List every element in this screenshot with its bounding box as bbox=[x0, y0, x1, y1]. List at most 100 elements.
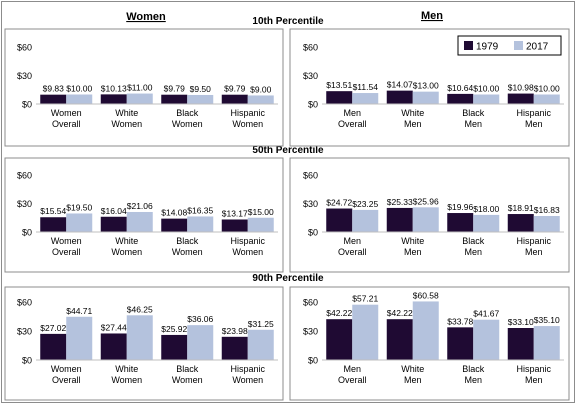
category-label: Hispanic Women bbox=[230, 108, 265, 129]
bar-1979-0 bbox=[40, 94, 67, 104]
data-label: $14.07 bbox=[387, 80, 413, 90]
data-label: $42.22 bbox=[326, 308, 352, 318]
category-label: Hispanic Men bbox=[516, 108, 551, 129]
category-label: White Women bbox=[111, 364, 142, 385]
data-label: $36.06 bbox=[187, 314, 213, 324]
category-label: Women Overall bbox=[51, 108, 82, 129]
bar-1979-3 bbox=[507, 93, 534, 104]
y-tick-label: $30 bbox=[303, 199, 318, 209]
y-tick-label: $30 bbox=[303, 71, 318, 81]
bar-1979-2 bbox=[447, 327, 474, 360]
data-label: $18.00 bbox=[473, 204, 499, 214]
legend-label-1979: 1979 bbox=[476, 42, 499, 53]
bar-1979-2 bbox=[161, 218, 188, 232]
data-label: $57.21 bbox=[352, 294, 378, 304]
data-label: $10.64 bbox=[447, 83, 473, 93]
data-label: $9.50 bbox=[190, 84, 212, 94]
data-label: $19.50 bbox=[66, 202, 92, 212]
data-label: $60.58 bbox=[413, 290, 439, 300]
bar-2017-3 bbox=[533, 216, 560, 232]
data-label: $18.91 bbox=[508, 203, 534, 213]
data-label: $10.13 bbox=[101, 83, 127, 93]
bar-2017-1 bbox=[126, 211, 153, 232]
y-tick-label: $60 bbox=[17, 298, 32, 308]
category-label: Black Women bbox=[172, 236, 203, 257]
bar-2017-2 bbox=[187, 94, 214, 104]
y-tick-label: $30 bbox=[303, 327, 318, 337]
data-label: $15.00 bbox=[248, 207, 274, 217]
category-label: White Men bbox=[401, 364, 424, 385]
data-label: $13.17 bbox=[222, 208, 248, 218]
bar-2017-2 bbox=[473, 214, 500, 232]
data-label: $42.22 bbox=[387, 308, 413, 318]
data-label: $13.51 bbox=[326, 80, 352, 90]
bar-2017-0 bbox=[352, 304, 379, 360]
data-label: $25.96 bbox=[413, 196, 439, 206]
bar-1979-0 bbox=[326, 208, 353, 232]
data-label: $33.10 bbox=[508, 317, 534, 327]
percentile-90-header: 90th Percentile bbox=[252, 273, 324, 284]
data-label: $13.00 bbox=[413, 81, 439, 91]
category-label: White Men bbox=[401, 236, 424, 257]
data-label: $23.25 bbox=[352, 199, 378, 209]
bar-1979-2 bbox=[161, 334, 188, 360]
panel-10th-women: $60 $30 $0 $9.83 $10.13 $9.79 $9.79 $10.00 $11.0… bbox=[4, 28, 284, 147]
bar-2017-0 bbox=[66, 316, 93, 360]
data-label: $11.00 bbox=[127, 83, 153, 93]
data-label: $24.72 bbox=[326, 198, 352, 208]
category-label: Women Overall bbox=[51, 364, 82, 385]
bar-2017-3 bbox=[247, 329, 274, 360]
bar-2017-3 bbox=[533, 94, 560, 104]
bar-2017-1 bbox=[412, 91, 439, 104]
women-column-header: Women bbox=[126, 11, 166, 23]
data-label: $41.67 bbox=[473, 309, 499, 319]
data-label: $16.04 bbox=[101, 206, 127, 216]
data-label: $21.06 bbox=[127, 201, 153, 211]
category-label: Men Overall bbox=[338, 364, 367, 385]
y-tick-label: $0 bbox=[308, 356, 318, 366]
category-label: Hispanic Men bbox=[516, 236, 551, 257]
bar-1979-0 bbox=[40, 333, 67, 360]
percentile-10-header: 10th Percentile bbox=[252, 16, 324, 27]
data-label: $9.79 bbox=[224, 84, 246, 94]
data-label: $15.54 bbox=[40, 206, 66, 216]
bar-2017-3 bbox=[247, 217, 274, 232]
bar-2017-1 bbox=[126, 315, 153, 360]
percentile-50-header: 50th Percentile bbox=[252, 145, 324, 156]
category-label: Black Women bbox=[172, 364, 203, 385]
category-label: White Women bbox=[111, 236, 142, 257]
y-tick-label: $60 bbox=[303, 43, 318, 53]
bar-1979-0 bbox=[326, 91, 353, 104]
y-tick-label: $60 bbox=[17, 171, 32, 181]
legend-label-2017: 2017 bbox=[526, 42, 549, 53]
bar-1979-1 bbox=[386, 90, 413, 104]
y-tick-label: $60 bbox=[17, 43, 32, 53]
bar-1979-1 bbox=[100, 216, 127, 232]
bar-1979-0 bbox=[326, 319, 353, 360]
bar-2017-2 bbox=[187, 325, 214, 360]
category-label: Women Overall bbox=[51, 236, 82, 257]
bar-1979-1 bbox=[100, 94, 127, 104]
y-tick-label: $0 bbox=[22, 356, 32, 366]
category-label: Black Men bbox=[462, 236, 485, 257]
bar-1979-3 bbox=[221, 94, 248, 104]
data-label: $27.02 bbox=[40, 323, 66, 333]
bar-2017-1 bbox=[126, 93, 153, 104]
data-label: $33.78 bbox=[447, 316, 473, 326]
bar-2017-0 bbox=[66, 94, 93, 104]
category-label: Men Overall bbox=[338, 236, 367, 257]
legend-box bbox=[457, 35, 562, 56]
bar-1979-3 bbox=[507, 214, 534, 232]
category-label: Hispanic Women bbox=[230, 364, 265, 385]
legend-swatch-2017 bbox=[514, 41, 523, 50]
data-label: $35.10 bbox=[534, 315, 560, 325]
y-tick-label: $30 bbox=[17, 71, 32, 81]
category-label: Men Overall bbox=[338, 108, 367, 129]
bar-2017-0 bbox=[66, 213, 93, 232]
data-label: $16.35 bbox=[187, 205, 213, 215]
panel-90th-men: $60 $30 $0 $42.22 $42.22 $33.78 $33.10 $57.21 $6… bbox=[289, 286, 570, 401]
data-label: $10.00 bbox=[534, 84, 560, 94]
data-label: $19.96 bbox=[447, 202, 473, 212]
bar-1979-1 bbox=[386, 207, 413, 232]
